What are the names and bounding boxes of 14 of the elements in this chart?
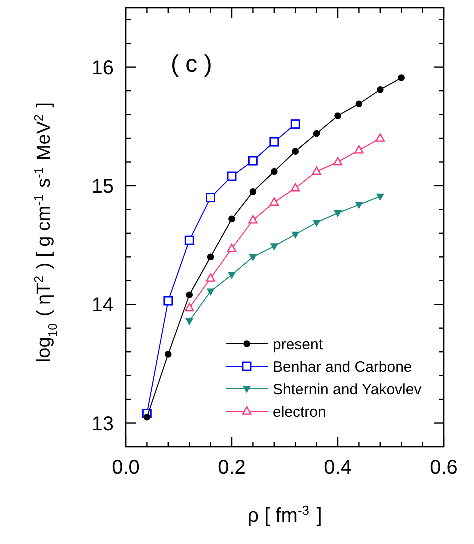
y-tick-label: 14 — [92, 294, 114, 317]
annotation: ( c ) — [171, 51, 212, 78]
legend-label: Benhar and Carbone — [273, 359, 412, 376]
x-tick-label: 0.6 — [430, 457, 458, 479]
legend-label: present — [273, 336, 324, 354]
y-tick-label: 16 — [92, 57, 114, 80]
x-tick-label: 0.4 — [324, 457, 352, 479]
y-tick-label: 15 — [92, 176, 114, 198]
x-axis-title: ρ [ fm$^{-3}$ ] — [248, 502, 322, 527]
x-tick-label: 0.2 — [218, 457, 246, 479]
x-tick-label: 0.0 — [112, 457, 140, 479]
legend-label: electron — [273, 404, 326, 421]
y-tick-label: 13 — [92, 413, 114, 436]
legend-label: Shternin and Yakovlev — [273, 382, 422, 398]
